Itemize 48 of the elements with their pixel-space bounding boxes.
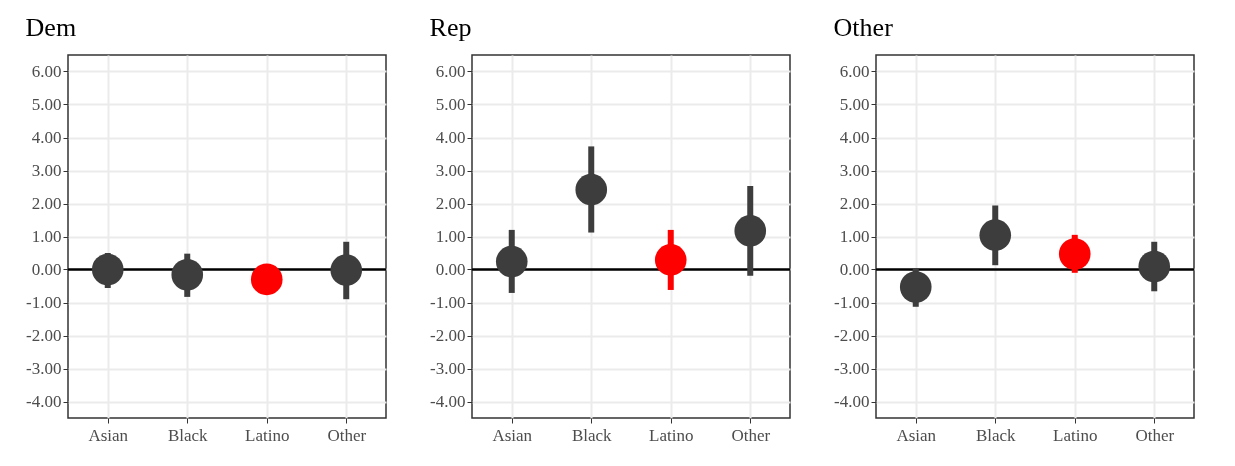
y-tick-label: 4.00	[839, 128, 870, 147]
x-tick-label: Black	[975, 425, 1017, 445]
x-tick-label: Asian	[492, 425, 533, 445]
y-tick-label: 4.00	[435, 128, 466, 147]
y-tick-label: -1.00	[834, 293, 870, 312]
y-tick-label: 0.00	[839, 260, 870, 279]
x-tick-label: Other	[731, 425, 771, 445]
y-tick-label: -2.00	[26, 326, 62, 345]
y-tick-label: 1.00	[839, 227, 870, 246]
y-tick-label: -3.00	[430, 359, 466, 378]
chart-title: Dem	[25, 13, 77, 42]
y-tick-label: 6.00	[435, 62, 466, 81]
x-tick-label: Black	[167, 425, 209, 445]
x-tick-label: Latino	[649, 425, 694, 445]
y-tick-label: 6.00	[31, 62, 62, 81]
y-tick-label: -3.00	[26, 359, 62, 378]
x-tick-label: Black	[571, 425, 613, 445]
y-tick-label: -2.00	[430, 326, 466, 345]
x-tick-label: Other	[327, 425, 367, 445]
y-tick-label: 2.00	[31, 194, 62, 213]
y-tick-label: 5.00	[839, 95, 870, 114]
y-tick-label: 1.00	[31, 227, 62, 246]
y-tick-label: -4.00	[834, 392, 870, 411]
y-tick-label: -1.00	[430, 293, 466, 312]
x-tick-label: Latino	[1053, 425, 1098, 445]
y-tick-label: -4.00	[26, 392, 62, 411]
x-tick-label: Asian	[896, 425, 937, 445]
x-tick-label: Latino	[245, 425, 290, 445]
chart-title: Rep	[429, 13, 472, 42]
x-tick-label: Asian	[88, 425, 129, 445]
y-tick-label: 4.00	[31, 128, 62, 147]
y-tick-label: 6.00	[839, 62, 870, 81]
x-tick-label: Other	[1135, 425, 1175, 445]
y-tick-label: 0.00	[31, 260, 62, 279]
y-tick-label: -3.00	[834, 359, 870, 378]
y-tick-label: 2.00	[839, 194, 870, 213]
y-tick-label: 2.00	[435, 194, 466, 213]
y-tick-label: 0.00	[435, 260, 466, 279]
y-tick-label: 5.00	[435, 95, 466, 114]
y-tick-label: -4.00	[430, 392, 466, 411]
chart-title: Other	[833, 13, 894, 42]
y-tick-label: -2.00	[834, 326, 870, 345]
y-tick-label: 3.00	[839, 161, 870, 180]
y-tick-label: 1.00	[435, 227, 466, 246]
y-tick-label: 5.00	[31, 95, 62, 114]
y-tick-label: 3.00	[31, 161, 62, 180]
y-tick-label: -1.00	[26, 293, 62, 312]
y-tick-label: 3.00	[435, 161, 466, 180]
